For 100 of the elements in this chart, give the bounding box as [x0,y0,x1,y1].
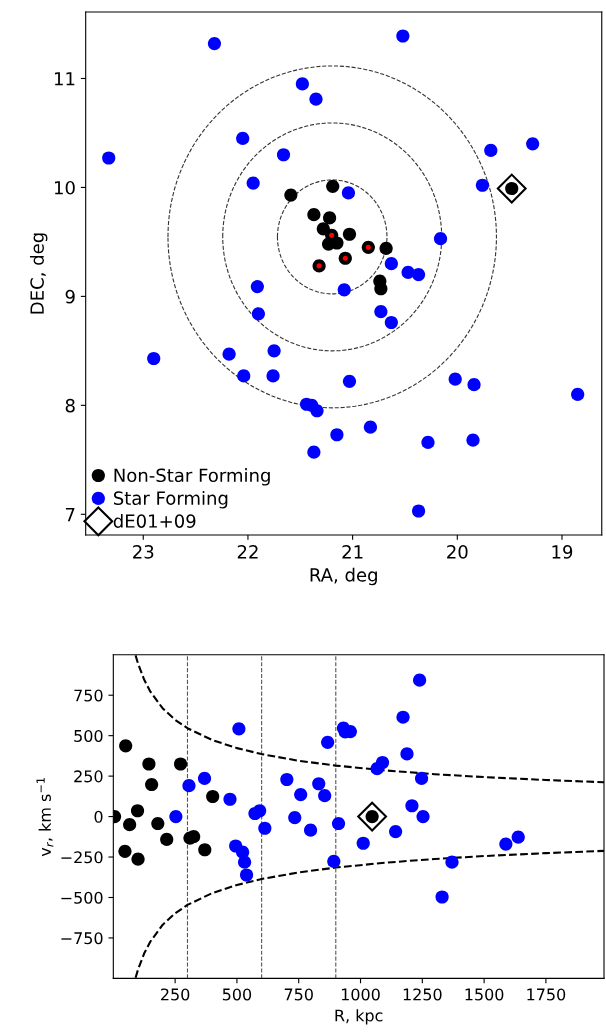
point [237,369,251,383]
point [318,789,332,803]
point [169,809,183,824]
point [142,757,156,771]
x-tick-label: 19 [552,545,573,559]
point [384,257,398,271]
point [151,816,165,831]
point [160,832,174,846]
y-tick-label: 0 [94,810,103,823]
point [571,387,585,402]
point [389,825,403,839]
point [198,843,212,857]
point [223,792,237,806]
point [309,92,323,106]
y-tick-label: 11 [54,72,75,86]
point [363,420,377,434]
y-tick-label: 9 [65,289,75,304]
point [396,29,410,43]
point [197,771,212,785]
point [421,435,435,449]
point [288,811,302,825]
point [236,131,250,145]
legend-label: dE01+09 [113,513,196,528]
legend-label: Star Forming [113,491,228,509]
point [342,227,357,241]
point [246,176,260,190]
point [414,771,429,785]
point [379,241,393,256]
point [145,777,159,792]
point [266,369,280,383]
point [295,77,309,91]
x-axis-title: R, kpc [335,1009,383,1025]
x-tick-label: 1750 [527,988,566,1001]
y-tick-label: 750 [74,689,103,702]
x-tick-label: 21 [342,545,363,559]
point [484,143,498,157]
point [123,818,137,832]
point [400,747,414,761]
point [357,801,388,832]
x-tick-label: 1000 [341,988,380,1001]
point [416,809,430,824]
point [405,799,419,813]
point [182,779,196,793]
point [331,816,346,831]
point [337,283,351,297]
point [375,755,390,770]
point [411,504,426,518]
point [374,282,388,296]
point [445,855,459,869]
y-tick-label: 8 [65,398,75,413]
point [307,208,321,222]
x-tick-label: 250 [161,988,190,1001]
point [374,305,388,319]
point [435,890,449,904]
x-tick-label: 1250 [403,988,442,1001]
point [526,137,540,151]
x-tick-label: 23 [133,545,154,559]
point [475,178,490,192]
point [147,351,161,366]
point [253,804,267,818]
point [330,428,344,442]
point [496,173,527,204]
point [280,772,294,787]
point [341,186,356,200]
point [239,868,254,882]
y-tick-label: 250 [74,770,103,783]
point [251,307,265,321]
x-axis-title: RA, deg [310,567,377,586]
y-axis-title: DEC, deg [29,233,48,314]
point [118,844,132,858]
y-tick-label: −750 [61,932,103,945]
point [327,854,341,868]
point [303,823,318,837]
x-tick-label: 1500 [465,988,504,1001]
point [307,445,321,459]
point [206,789,220,804]
point [384,315,398,330]
point [448,372,462,386]
y-tick-label: 500 [74,729,103,742]
x-tick-label: 750 [284,988,313,1001]
point [323,211,337,225]
y-tick-label: 7 [65,507,75,522]
point [237,855,252,869]
point [250,279,264,294]
x-tick-label: 500 [222,988,252,1001]
x-tick-label: 20 [447,545,468,559]
point [232,722,246,736]
point [267,344,281,358]
point [310,404,324,418]
point [131,852,145,866]
point [433,232,448,246]
point [342,374,357,388]
legend-label: Non-Star Forming [114,468,270,486]
point [130,804,145,818]
point [326,179,340,193]
y-axis-title: v$_{r}$, km s$^{−1}$ [36,778,54,857]
point [356,836,370,850]
point [207,37,222,51]
point [312,777,326,791]
point [258,821,272,835]
